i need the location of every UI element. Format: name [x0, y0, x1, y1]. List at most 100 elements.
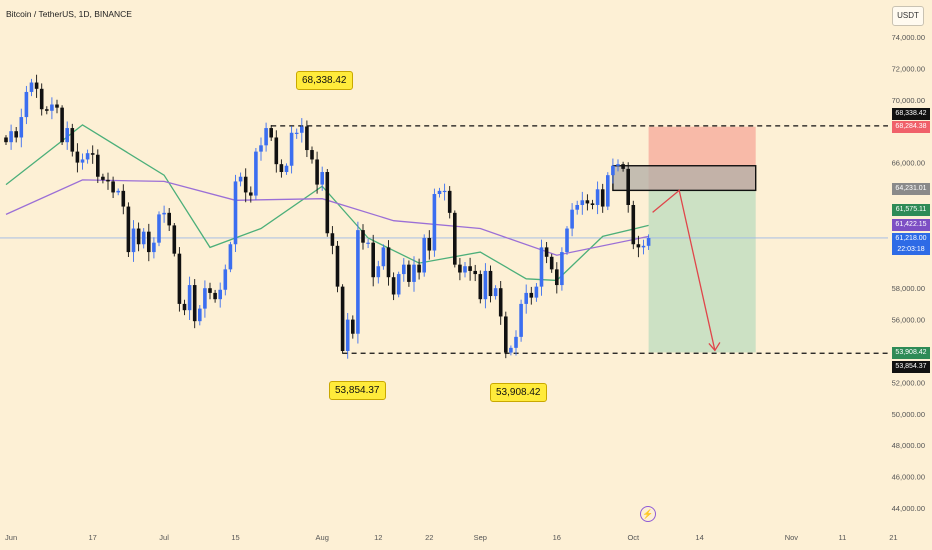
- currency-unit-button[interactable]: USDT: [892, 6, 924, 26]
- candle: [289, 126, 294, 174]
- candle-body: [157, 214, 161, 243]
- candle: [555, 262, 559, 294]
- candle-body: [14, 131, 18, 138]
- arrow-head-icon[interactable]: [708, 342, 721, 352]
- candle: [335, 241, 340, 293]
- support-resistance-levels[interactable]: [271, 125, 888, 354]
- candle: [330, 226, 335, 255]
- candle: [468, 257, 472, 281]
- candle-body: [458, 264, 462, 273]
- candle: [483, 263, 488, 309]
- time-axis-label: 15: [231, 533, 239, 542]
- lightning-icon[interactable]: ⚡: [640, 506, 656, 522]
- candle: [4, 135, 8, 145]
- candle: [340, 284, 345, 354]
- candle: [437, 187, 442, 198]
- entry-zone-box[interactable]: [612, 165, 757, 192]
- candle-body: [249, 192, 253, 196]
- candle: [24, 85, 29, 125]
- candle-body: [371, 242, 375, 278]
- candle-body: [600, 189, 605, 207]
- candle-body: [606, 175, 610, 207]
- candle: [575, 200, 579, 215]
- candle-body: [417, 264, 421, 273]
- price-tag-low: 53,854.37: [892, 361, 930, 373]
- candle: [96, 149, 100, 184]
- candle-body: [361, 230, 365, 243]
- price-axis-label: 56,000.00: [892, 316, 925, 325]
- candle: [320, 166, 324, 191]
- candle: [519, 299, 523, 342]
- candle: [198, 305, 202, 326]
- candle-body: [4, 137, 8, 143]
- candle: [60, 105, 64, 145]
- candle-body: [396, 274, 401, 295]
- candle: [203, 280, 207, 318]
- candle-body: [182, 303, 187, 311]
- candle: [447, 186, 452, 219]
- candle-body: [192, 285, 197, 322]
- candle-body: [478, 274, 483, 300]
- candle-body: [453, 212, 457, 265]
- price-axis-label: 48,000.00: [892, 441, 925, 450]
- candle-body: [356, 230, 360, 334]
- take-profit-zone[interactable]: [648, 190, 756, 353]
- projection-path[interactable]: [652, 189, 716, 351]
- candle-body: [442, 190, 447, 193]
- candle: [136, 222, 141, 252]
- candle-body: [468, 266, 472, 271]
- time-axis-label: 16: [553, 533, 561, 542]
- time-axis-label: 22: [425, 533, 433, 542]
- candle-body: [616, 164, 620, 166]
- time-axis-label: 17: [89, 533, 97, 542]
- candle-body: [177, 253, 182, 304]
- candle-body: [519, 303, 523, 337]
- candle: [294, 128, 299, 139]
- candle: [55, 99, 59, 114]
- candle: [396, 271, 401, 298]
- time-axis-label: Oct: [627, 533, 640, 542]
- high-price-callout: 68,338.42: [296, 71, 353, 90]
- candle-body: [310, 150, 314, 160]
- candle-body: [504, 316, 508, 353]
- candle-body: [259, 145, 263, 152]
- short-position-tool[interactable]: [612, 126, 757, 353]
- candle-body: [198, 308, 202, 322]
- price-tag-slow-ma: 61,422.15: [892, 219, 930, 231]
- candle-body: [162, 212, 166, 215]
- candle-body: [422, 237, 426, 273]
- candle: [9, 124, 13, 150]
- candle: [228, 241, 233, 273]
- candle-body: [641, 245, 646, 248]
- candle: [126, 202, 131, 257]
- candle: [570, 203, 574, 237]
- candle: [595, 181, 600, 215]
- candle: [208, 282, 212, 300]
- projection-arrow[interactable]: [652, 189, 721, 352]
- candle: [417, 258, 421, 280]
- candle-body: [498, 288, 503, 317]
- candle: [580, 191, 585, 215]
- candle: [560, 247, 564, 291]
- candle: [182, 299, 187, 316]
- candle: [351, 315, 355, 339]
- price-tag-stop: 68,284.38: [892, 121, 930, 133]
- candle-body: [19, 117, 24, 138]
- candle: [264, 122, 268, 152]
- price-axis-label: 50,000.00: [892, 410, 925, 419]
- candle: [157, 211, 161, 247]
- candle-body: [111, 181, 115, 193]
- price-axis-label: 72,000.00: [892, 64, 925, 73]
- price-axis-label: 46,000.00: [892, 473, 925, 482]
- candle-body: [45, 109, 49, 111]
- price-tag-current: 61,218.00: [892, 233, 930, 245]
- candle: [70, 123, 75, 157]
- time-axis[interactable]: Jun 17 Jul 15 Aug 12 22 Sep 16 Oct 14 Nov 11 21: [5, 533, 898, 542]
- candle-body: [243, 176, 248, 193]
- price-axis-label: 44,000.00: [892, 504, 925, 513]
- candle: [493, 285, 498, 300]
- price-axis[interactable]: 74,000.00 72,000.00 70,000.00 66,000.00 58,0…: [892, 33, 925, 513]
- candle: [305, 120, 309, 158]
- candle-body: [9, 131, 13, 143]
